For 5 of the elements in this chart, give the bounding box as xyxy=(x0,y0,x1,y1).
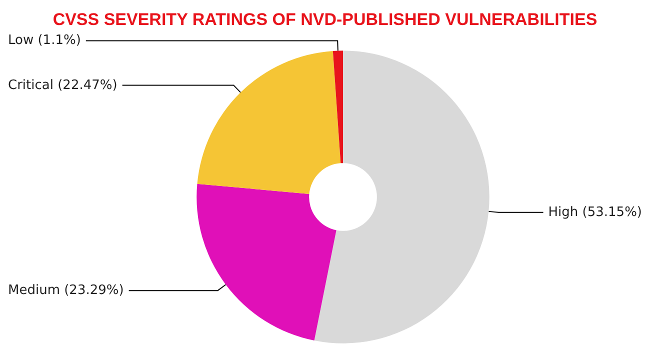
slice-label: Low (1.1%) xyxy=(8,33,81,48)
slice-label: Medium (23.29%) xyxy=(8,283,124,298)
slice-label: Critical (22.47%) xyxy=(8,78,118,93)
chart-title: CVSS SEVERITY RATINGS OF NVD-PUBLISHED VULNERABILITIES xyxy=(52,10,598,29)
slice-label: High (53.15%) xyxy=(548,204,642,220)
